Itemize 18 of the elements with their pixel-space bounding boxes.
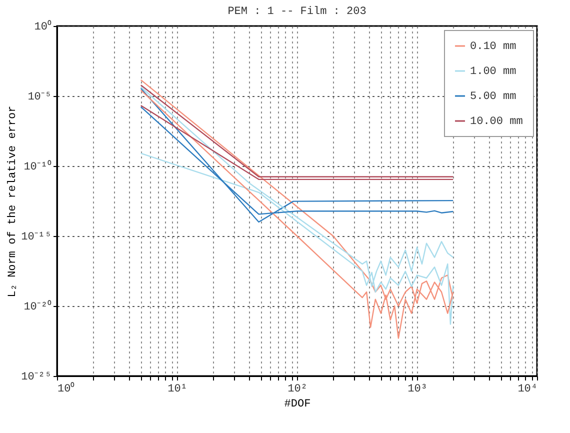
x-tick-label: 10¹	[168, 384, 188, 396]
x-tick-label: 10⁰	[58, 382, 75, 396]
x-tick-label: 10²	[288, 384, 308, 396]
y-tick-label: 10⁻²⁵	[21, 372, 52, 384]
y-tick-label: 10⁰	[34, 20, 52, 34]
legend-label: 0.10 mm	[470, 41, 517, 53]
y-tick-label: 10⁻²⁰	[24, 300, 52, 314]
x-axis-title: #DOF	[284, 398, 311, 410]
y-tick-label: 10⁻¹⁵	[21, 232, 52, 244]
x-tick-label: 10³	[408, 384, 428, 396]
legend-label: 5.00 mm	[470, 91, 517, 103]
chart-title: PEM : 1 -- Film : 203	[228, 6, 366, 18]
y-tick-label: 10⁻¹⁰	[24, 160, 52, 174]
y-axis-title: L₂ Norm of the relative error	[7, 106, 20, 298]
x-tick-label: 10⁴	[518, 384, 538, 396]
legend-label: 10.00 mm	[470, 116, 524, 128]
legend-label: 1.00 mm	[470, 66, 517, 78]
y-tick-label: 10⁻⁵	[28, 92, 52, 104]
